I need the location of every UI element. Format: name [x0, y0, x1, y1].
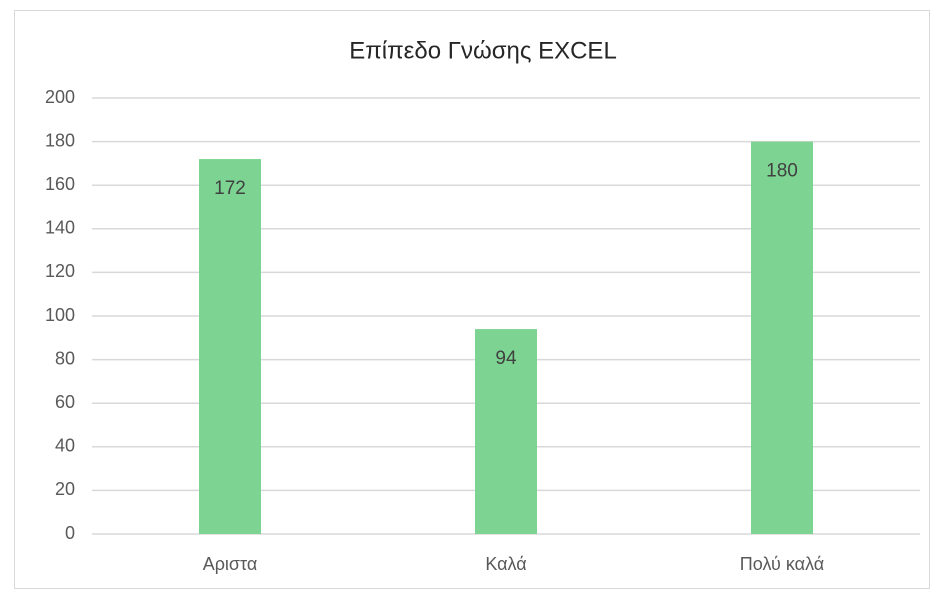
- y-tick-label: 60: [55, 392, 75, 412]
- data-label: 94: [495, 348, 517, 369]
- data-label: 180: [766, 161, 798, 182]
- y-tick-label: 120: [45, 261, 75, 281]
- data-label: 172: [214, 178, 246, 199]
- chart-title: Επίπεδο Γνώσης EXCEL: [349, 37, 617, 64]
- y-tick-label: 100: [45, 305, 75, 325]
- x-tick-label: Καλά: [485, 554, 526, 574]
- y-tick-label: 180: [45, 130, 75, 150]
- x-tick-label: Αριστα: [203, 554, 258, 574]
- bar: [475, 329, 537, 534]
- x-tick-label: Πολύ καλά: [740, 554, 824, 574]
- y-tick-label: 20: [55, 479, 75, 499]
- y-tick-label: 80: [55, 348, 75, 368]
- y-tick-label: 160: [45, 174, 75, 194]
- y-tick-label: 140: [45, 218, 75, 238]
- bar: [199, 159, 261, 535]
- y-tick-label: 0: [65, 523, 75, 543]
- y-tick-label: 40: [55, 436, 75, 456]
- y-tick-label: 200: [45, 87, 75, 107]
- bar: [751, 141, 813, 534]
